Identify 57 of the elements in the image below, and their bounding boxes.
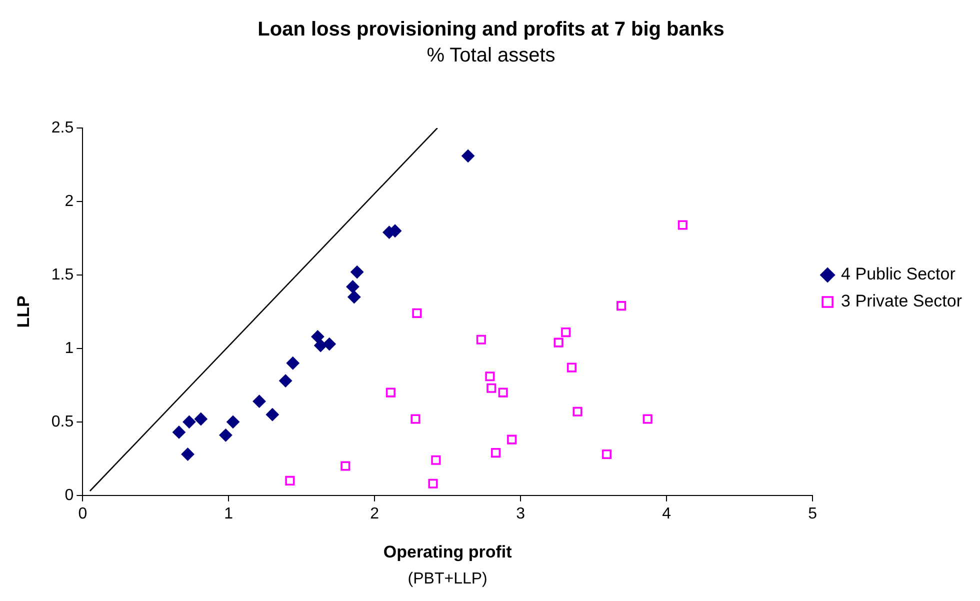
point [462, 149, 475, 162]
point [314, 339, 328, 352]
point [642, 414, 652, 424]
point [311, 330, 324, 344]
point [226, 415, 240, 428]
point [678, 220, 688, 230]
y-tick-label: 2.5 [51, 119, 74, 136]
point [554, 338, 564, 348]
point [286, 356, 300, 370]
point [476, 334, 486, 344]
point [346, 280, 360, 294]
point [602, 449, 612, 460]
point [340, 461, 350, 471]
point [572, 406, 582, 416]
point [172, 426, 186, 439]
x-axis-title: Operating profit [383, 542, 512, 562]
point [252, 394, 266, 408]
point [616, 301, 626, 311]
x-tick-label: 2 [370, 505, 380, 522]
x-tick-label: 3 [516, 505, 526, 522]
chart-title: Loan loss provisioning and profits at 7 big banks [258, 18, 724, 41]
point [386, 388, 396, 398]
point [410, 414, 420, 424]
point [507, 434, 517, 444]
x-tick-label: 5 [808, 505, 818, 522]
point [181, 448, 194, 461]
point [350, 266, 364, 279]
point [431, 455, 441, 465]
point [412, 308, 422, 318]
point [279, 374, 292, 388]
point [348, 290, 361, 304]
point [428, 478, 438, 488]
y-tick-label: 2 [64, 192, 74, 210]
point [490, 448, 501, 458]
text: (PBT+LLP) [408, 570, 488, 588]
point [485, 372, 495, 382]
y-tick-label: 0 [64, 486, 74, 504]
point [266, 408, 279, 422]
x-tick-label: 4 [662, 505, 672, 522]
y-tick-label: 1.5 [51, 266, 74, 284]
point [498, 388, 508, 398]
y-tick-label: 0.5 [51, 413, 74, 430]
point [182, 415, 196, 428]
y-axis-title: LLP [14, 296, 33, 328]
y-tick-label: 1 [64, 340, 74, 357]
point [486, 383, 496, 393]
x-tick-label: 1 [224, 505, 234, 522]
x-tick-label: 0 [78, 505, 88, 522]
point [566, 362, 576, 372]
point [285, 476, 295, 486]
point [322, 338, 336, 351]
point [194, 412, 208, 426]
legend-label: 3 Private Sector [841, 292, 962, 311]
point [561, 327, 571, 338]
chart-subtitle: % Total assets [426, 44, 556, 67]
point [219, 428, 232, 442]
legend-label: 4 Public Sector [841, 264, 956, 284]
